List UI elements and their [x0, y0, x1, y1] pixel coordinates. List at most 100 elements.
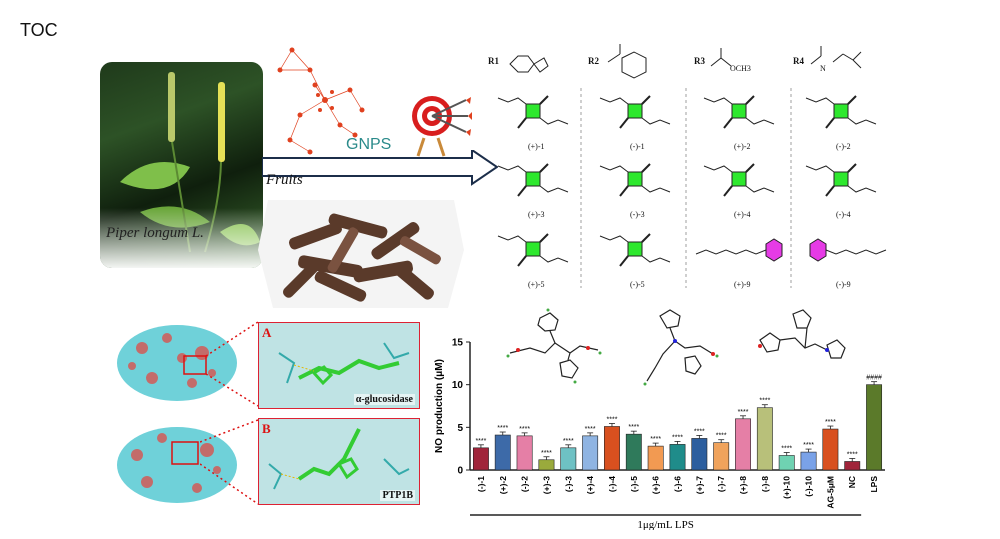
- significance-label: ****: [541, 450, 552, 457]
- compound-label: (+)-1: [528, 142, 545, 151]
- compound-structure: [497, 95, 569, 129]
- fruits-photo: [258, 190, 464, 310]
- protein-surface-a: [117, 325, 237, 401]
- cyclobutane-ring: [525, 241, 541, 257]
- x-tick-label: (-)-10: [804, 476, 814, 497]
- significance-label: ****: [847, 451, 858, 458]
- bar: [604, 426, 620, 471]
- substituent-r1-structure: [509, 55, 549, 73]
- compound-structure: [703, 95, 775, 129]
- compound-cell: (+)-3: [488, 156, 580, 222]
- compound-cell: (-)-1: [590, 88, 682, 154]
- cyclobutane-ring: [525, 171, 541, 187]
- zoom-connector-lines: [200, 321, 259, 505]
- binding-site-box: [171, 441, 199, 465]
- significance-label: ****: [519, 426, 530, 433]
- crystal-structure-1: [506, 308, 602, 384]
- bar: [735, 418, 751, 471]
- bar: [866, 384, 883, 471]
- bar: [691, 438, 708, 471]
- cyclobutane-ring: [833, 171, 849, 187]
- bar: [647, 445, 664, 471]
- x-tick-label: (+)-7: [694, 476, 704, 494]
- significance-label: ****: [563, 438, 574, 445]
- significance-label: ****: [694, 428, 705, 435]
- docking-panel-a: A α-glucosidase: [258, 322, 420, 409]
- bar: [778, 455, 795, 471]
- compound-label: (-)-9: [836, 280, 851, 289]
- gnps-label: GNPS: [346, 136, 392, 153]
- crystal-structure-3: [758, 309, 846, 359]
- x-tick-label: (-)-3: [563, 476, 573, 492]
- compound-label: (+)-2: [734, 142, 751, 151]
- bar: [625, 433, 642, 471]
- plant-caption: Piper longum L.: [106, 225, 204, 241]
- substituent-r3-formula: OCH3: [730, 64, 751, 73]
- binding-site-box: [183, 355, 207, 375]
- compound-label: (+)-3: [528, 210, 545, 219]
- protein-surface-b: [117, 427, 237, 503]
- y-tick-label: 0: [457, 466, 463, 477]
- plant-photo: Piper longum L.: [100, 62, 263, 268]
- significance-label: ****: [585, 426, 596, 433]
- x-tick-label: (-)-8: [760, 476, 770, 492]
- cyclobutane-ring: [627, 171, 643, 187]
- bar: [669, 444, 686, 471]
- bar: [472, 447, 489, 471]
- bar: [538, 459, 555, 471]
- x-tick-label: (-)-6: [673, 476, 683, 492]
- docking-tag-a: A: [262, 325, 272, 340]
- cyclobutane-ring: [731, 103, 747, 119]
- y-tick-label: 5: [457, 423, 463, 434]
- bar: [560, 447, 577, 471]
- y-tick-label: 10: [452, 380, 464, 391]
- x-tick-label: AG-5μM: [825, 476, 835, 509]
- compound-cell: (+)-4: [694, 156, 786, 222]
- compound-label: (-)-3: [630, 210, 645, 219]
- cyclobutane-ring: [731, 171, 747, 187]
- x-tick-label: (+)-6: [651, 476, 661, 494]
- compound-structure: [695, 238, 783, 262]
- x-tick-label: (-)-1: [476, 476, 486, 492]
- compound-label: (-)-4: [836, 210, 851, 219]
- no-production-bar-chart: 0 5 10 15 NO production (μM) **** (-)-1 **** (+)…: [434, 338, 885, 530]
- bar: [516, 435, 533, 471]
- compound-cell: (+)-1: [488, 88, 580, 154]
- significance-label: ****: [716, 433, 727, 440]
- compound-cell: (-)-2: [796, 88, 888, 154]
- compound-label: (+)-4: [734, 210, 751, 219]
- compound-cell: (+)-9: [694, 226, 786, 292]
- compound-cell: (+)-5: [488, 226, 580, 292]
- x-tick-label: NC: [847, 476, 857, 488]
- fruits-label: Fruits: [266, 172, 303, 188]
- compound-cell: (-)-4: [796, 156, 888, 222]
- x-tick-label: (-)-7: [716, 476, 726, 492]
- significance-label: ****: [497, 425, 508, 432]
- docking-caption-a: α-glucosidase: [353, 394, 415, 405]
- significance-label: ****: [672, 434, 683, 441]
- compound-label: (+)-9: [734, 280, 751, 289]
- x-tick-label: (+)-3: [541, 476, 551, 494]
- cyclobutane-ring: [627, 103, 643, 119]
- compound-cell: (-)-5: [590, 226, 682, 292]
- substituent-r4-label: R4: [793, 56, 804, 66]
- significance-label: ****: [607, 416, 618, 423]
- docking-caption-b: PTP1B: [380, 490, 415, 501]
- significance-label: ****: [825, 419, 836, 426]
- compound-label: (-)-2: [836, 142, 851, 151]
- y-tick-label: 15: [452, 338, 464, 349]
- significance-label: ****: [650, 436, 661, 443]
- bar: [713, 442, 730, 471]
- x-tick-label: (-)-5: [629, 476, 639, 492]
- cyclobutane-ring: [627, 241, 643, 257]
- substituent-r3-structure: [710, 48, 732, 67]
- bar: [822, 428, 839, 471]
- target-icon: [412, 96, 472, 157]
- crystal-structure-2: [643, 309, 719, 386]
- spike-shape: [218, 82, 225, 162]
- bar: [582, 435, 599, 471]
- x-tick-label: (-)-4: [607, 476, 617, 492]
- significance-label: ****: [759, 398, 770, 405]
- substituent-r4-structure: [810, 46, 862, 69]
- compound-structure: [805, 163, 877, 197]
